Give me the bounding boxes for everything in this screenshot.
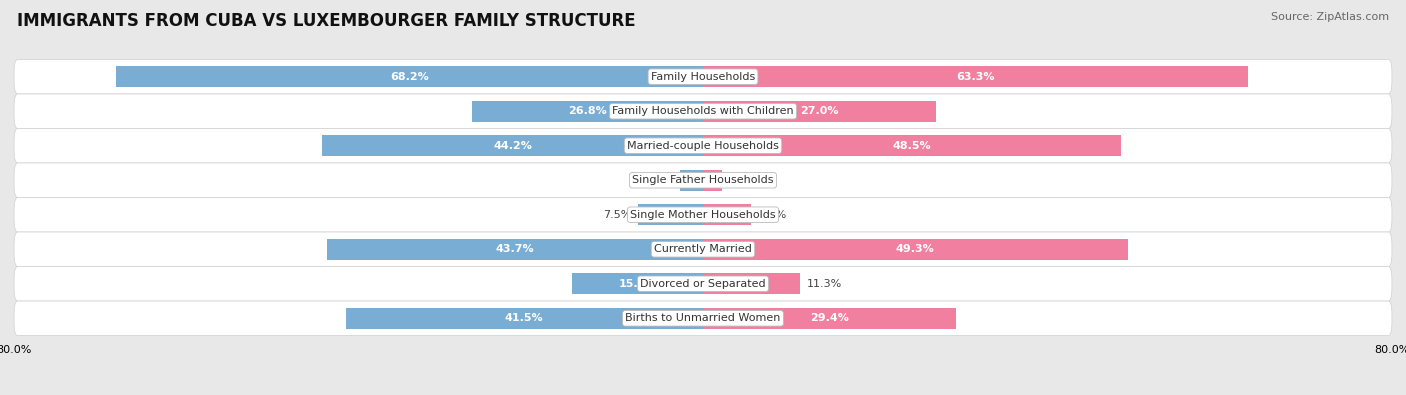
FancyBboxPatch shape [14,59,1392,94]
Text: 2.2%: 2.2% [728,175,758,185]
Bar [638,204,703,226]
Text: Single Mother Households: Single Mother Households [630,210,776,220]
Text: 15.2%: 15.2% [619,279,657,289]
FancyBboxPatch shape [14,232,1392,267]
Bar [322,135,703,156]
Text: 2.7%: 2.7% [644,175,673,185]
Text: Married-couple Households: Married-couple Households [627,141,779,151]
FancyBboxPatch shape [14,128,1392,163]
Text: 29.4%: 29.4% [810,313,849,323]
Text: 44.2%: 44.2% [494,141,531,151]
Bar [679,169,703,191]
Text: 5.6%: 5.6% [758,210,786,220]
Text: Births to Unmarried Women: Births to Unmarried Women [626,313,780,323]
Text: Single Father Households: Single Father Households [633,175,773,185]
Bar [572,273,703,295]
FancyBboxPatch shape [14,94,1392,128]
Bar [472,100,703,122]
Text: Family Households with Children: Family Households with Children [612,106,794,116]
FancyBboxPatch shape [14,301,1392,336]
Bar [703,308,956,329]
Text: IMMIGRANTS FROM CUBA VS LUXEMBOURGER FAMILY STRUCTURE: IMMIGRANTS FROM CUBA VS LUXEMBOURGER FAM… [17,12,636,30]
Bar [346,308,703,329]
Text: 63.3%: 63.3% [956,72,995,82]
Text: Currently Married: Currently Married [654,244,752,254]
Bar [703,66,1249,87]
Text: 68.2%: 68.2% [389,72,429,82]
Text: 43.7%: 43.7% [495,244,534,254]
Bar [703,204,751,226]
Bar [703,239,1128,260]
Text: 11.3%: 11.3% [807,279,842,289]
Text: Source: ZipAtlas.com: Source: ZipAtlas.com [1271,12,1389,22]
Text: 27.0%: 27.0% [800,106,838,116]
Bar [326,239,703,260]
FancyBboxPatch shape [14,267,1392,301]
Bar [703,169,721,191]
Bar [703,273,800,295]
Text: 48.5%: 48.5% [893,141,931,151]
Text: Family Households: Family Households [651,72,755,82]
Text: 26.8%: 26.8% [568,106,607,116]
Text: 41.5%: 41.5% [505,313,544,323]
Text: 49.3%: 49.3% [896,244,935,254]
Bar [703,135,1121,156]
Text: Divorced or Separated: Divorced or Separated [640,279,766,289]
Legend: Immigrants from Cuba, Luxembourger: Immigrants from Cuba, Luxembourger [555,390,851,395]
Bar [115,66,703,87]
Text: 7.5%: 7.5% [603,210,631,220]
Bar [703,100,935,122]
FancyBboxPatch shape [14,198,1392,232]
FancyBboxPatch shape [14,163,1392,198]
